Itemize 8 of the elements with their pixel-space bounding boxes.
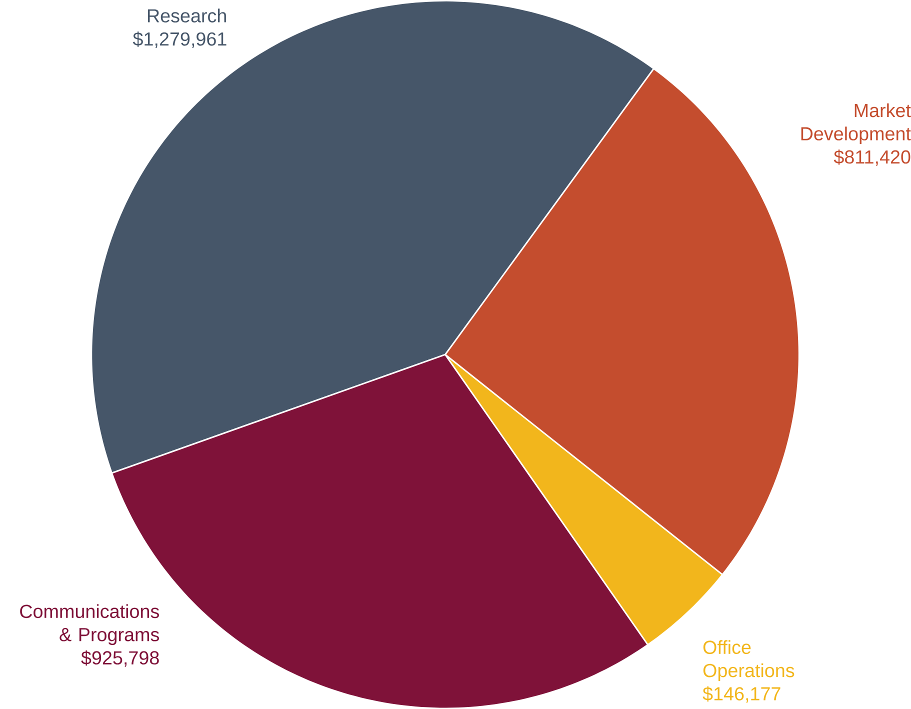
slice-label: Communications & Programs bbox=[20, 604, 160, 645]
slice-label: Office Operations bbox=[703, 640, 794, 681]
slice-label: Market Development bbox=[801, 103, 911, 144]
slice-label: Research bbox=[148, 8, 226, 22]
data-label: $146,177 bbox=[702, 686, 780, 703]
data-label: $925,798 bbox=[81, 650, 159, 667]
data-label: $811,420 bbox=[834, 149, 910, 166]
data-label: $1,279,961 bbox=[132, 31, 226, 48]
